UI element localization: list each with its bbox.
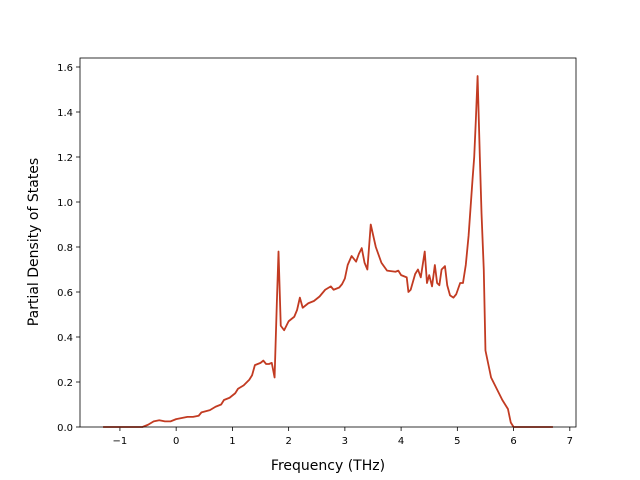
- x-axis-label: Frequency (THz): [271, 458, 385, 474]
- y-axis-label: Partial Density of States: [26, 158, 42, 326]
- x-tick-label: 4: [398, 436, 404, 447]
- y-tick-label: 0.4: [57, 333, 73, 344]
- y-tick-label: 1.0: [57, 198, 73, 209]
- x-tick-label: 1: [229, 436, 235, 447]
- x-tick-label: −1: [113, 436, 128, 447]
- y-tick-label: 0.6: [57, 288, 73, 299]
- x-tick-label: 7: [567, 436, 573, 447]
- x-tick-label: 3: [342, 436, 348, 447]
- y-tick-label: 1.2: [57, 153, 73, 164]
- data-line: [103, 75, 553, 428]
- y-tick-label: 0.2: [57, 378, 73, 389]
- y-tick-label: 0.0: [57, 423, 73, 434]
- y-tick-label: 1.4: [57, 108, 73, 119]
- x-tick-label: 2: [285, 436, 291, 447]
- x-tick-label: 6: [510, 436, 516, 447]
- plot-frame: [79, 57, 577, 428]
- x-tick-label: 0: [173, 436, 179, 447]
- y-tick-label: 0.8: [57, 243, 73, 254]
- y-tick-label: 1.6: [57, 63, 73, 74]
- x-tick-label: 5: [454, 436, 460, 447]
